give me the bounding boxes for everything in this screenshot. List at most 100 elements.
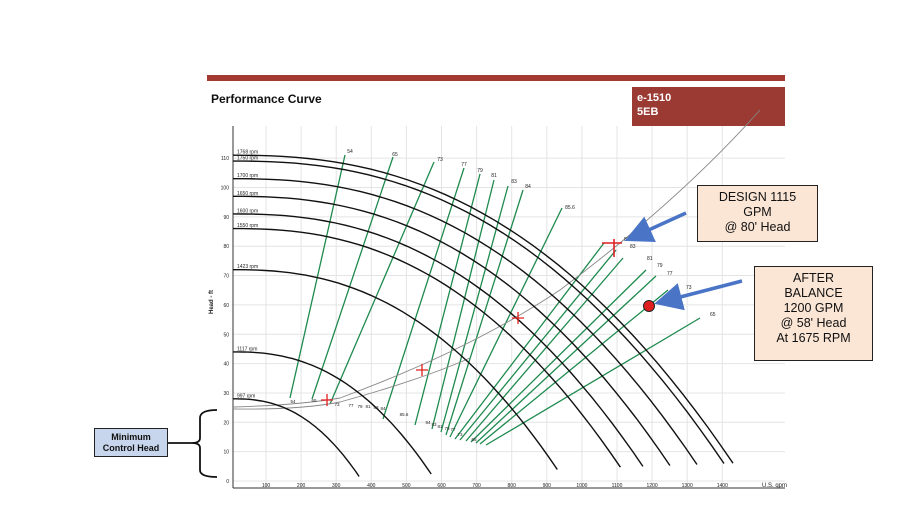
system-curve-lower [232, 357, 471, 410]
x-tick-label: 800 [508, 483, 517, 489]
y-tick-label: 90 [223, 215, 229, 221]
x-tick-label: 700 [472, 483, 481, 489]
efficiency-curve [475, 275, 657, 444]
speed-curve-label: 997 rpm [237, 393, 255, 399]
efficiency-label: 79 [477, 168, 483, 174]
efficiency-low-label: 85.6 [400, 412, 409, 417]
efficiency-curve [311, 156, 394, 400]
efficiency-label: 65 [392, 152, 398, 158]
x-tick-label: 1000 [576, 483, 587, 489]
efficiency-label: 73 [437, 157, 443, 163]
efficiency-low-label: 84 [425, 420, 431, 425]
efficiency-right-label: 84 [624, 237, 630, 243]
efficiency-low-label: 81 [437, 424, 443, 429]
efficiency-low-label: 79 [357, 404, 363, 409]
minimum-control-head-callout: Minimum Control Head [94, 428, 168, 457]
efficiency-right-label: 65 [710, 312, 716, 318]
efficiency-label: 83 [511, 179, 517, 185]
efficiency-low-label: 83 [373, 405, 379, 410]
x-tick-label: 500 [402, 483, 411, 489]
efficiency-curve [382, 167, 465, 420]
speed-curve [233, 160, 725, 464]
efficiency-label: 81 [491, 173, 497, 179]
speed-curve-label: 1750 rpm [237, 156, 258, 162]
after-balance-callout: AFTER BALANCE 1200 GPM @ 58' Head At 167… [754, 266, 873, 361]
min-line-2: Control Head [102, 443, 160, 453]
speed-curve-label: 1650 rpm [237, 191, 258, 197]
after-balance-arrow [654, 279, 743, 311]
y-tick-label: 30 [223, 391, 229, 397]
efficiency-low-label: 73 [457, 432, 463, 437]
speed-curve [233, 178, 698, 465]
efficiency-low-label: 73 [334, 402, 340, 407]
y-tick-label: 60 [223, 303, 229, 309]
speed-curve-label: 1117 rpm [237, 346, 257, 352]
y-tick-label: 100 [221, 186, 230, 192]
x-tick-label: 100 [262, 483, 271, 489]
after-line-2: BALANCE [784, 286, 843, 300]
design-line-3: @ 80' Head [724, 220, 791, 234]
design-line-2: GPM [743, 205, 772, 219]
design-line-1: DESIGN 1115 [718, 190, 797, 204]
speed-curve [233, 269, 558, 470]
efficiency-curve [289, 154, 346, 399]
chart-title: Performance Curve [211, 92, 322, 106]
npsh-tick [321, 394, 333, 406]
x-tick-label: 1400 [717, 483, 728, 489]
y-tick-label: 0 [226, 479, 229, 485]
y-tick-label: 10 [223, 450, 229, 456]
speed-curve-label: 1700 rpm [237, 173, 258, 179]
efficiency-label: 84 [525, 184, 531, 190]
speed-curve-label: 1768 rpm [237, 150, 258, 156]
y-tick-label: 50 [223, 332, 229, 338]
efficiency-right-label: 81 [647, 256, 653, 262]
efficiency-curve [414, 173, 481, 426]
after-line-5: At 1675 RPM [776, 331, 851, 345]
speed-curve [233, 227, 621, 468]
efficiency-curve [329, 161, 435, 405]
design-point-marker [602, 239, 622, 257]
efficiency-right-label: 79 [657, 263, 663, 269]
y-tick-label: 110 [221, 156, 229, 162]
efficiency-low-label: 81 [365, 404, 371, 409]
speed-curve [232, 154, 734, 464]
after-line-3: 1200 GPM [783, 301, 844, 315]
x-tick-label: 1100 [612, 483, 623, 489]
y-tick-label: 70 [223, 274, 229, 280]
design-callout: DESIGN 1115 GPM @ 80' Head [697, 185, 818, 242]
efficiency-curve [440, 185, 509, 433]
efficiency-low-label: 77 [450, 427, 456, 432]
header-bar [207, 75, 785, 81]
efficiency-low-label: 84 [380, 406, 386, 411]
efficiency-low-label: 54 [290, 399, 296, 404]
speed-curve-label: 1600 rpm [237, 208, 258, 214]
min-control-brace [191, 409, 218, 478]
efficiency-label: 77 [461, 162, 467, 168]
efficiency-label: 85.6 [565, 205, 575, 211]
x-tick-label: 600 [437, 483, 446, 489]
x-tick-label: 1200 [647, 483, 658, 489]
efficiency-right-label: 73 [686, 285, 692, 291]
efficiency-curve [479, 289, 669, 445]
x-tick-label: 300 [332, 483, 341, 489]
efficiency-low-label: 83 [431, 422, 437, 427]
npsh-tick [512, 312, 524, 324]
speed-curve [233, 351, 432, 475]
x-tick-label: 400 [367, 483, 376, 489]
after-line-1: AFTER [793, 271, 834, 285]
npsh-tick [416, 364, 428, 376]
after-line-4: @ 58' Head [780, 316, 847, 330]
model-size: 5EB [637, 106, 659, 118]
y-tick-label: 80 [223, 244, 229, 250]
efficiency-low-label: 65 [311, 398, 317, 403]
y-tick-label: 20 [223, 420, 229, 426]
efficiency-curve [459, 249, 617, 441]
efficiency-right-label: 77 [667, 271, 673, 277]
efficiency-low-label: 65 [471, 437, 477, 442]
model-badge: e-1510 5EB [632, 87, 785, 126]
efficiency-label: 54 [347, 149, 353, 155]
design-arrow [624, 211, 687, 243]
efficiency-curve [470, 269, 647, 443]
speed-curve [232, 213, 644, 467]
